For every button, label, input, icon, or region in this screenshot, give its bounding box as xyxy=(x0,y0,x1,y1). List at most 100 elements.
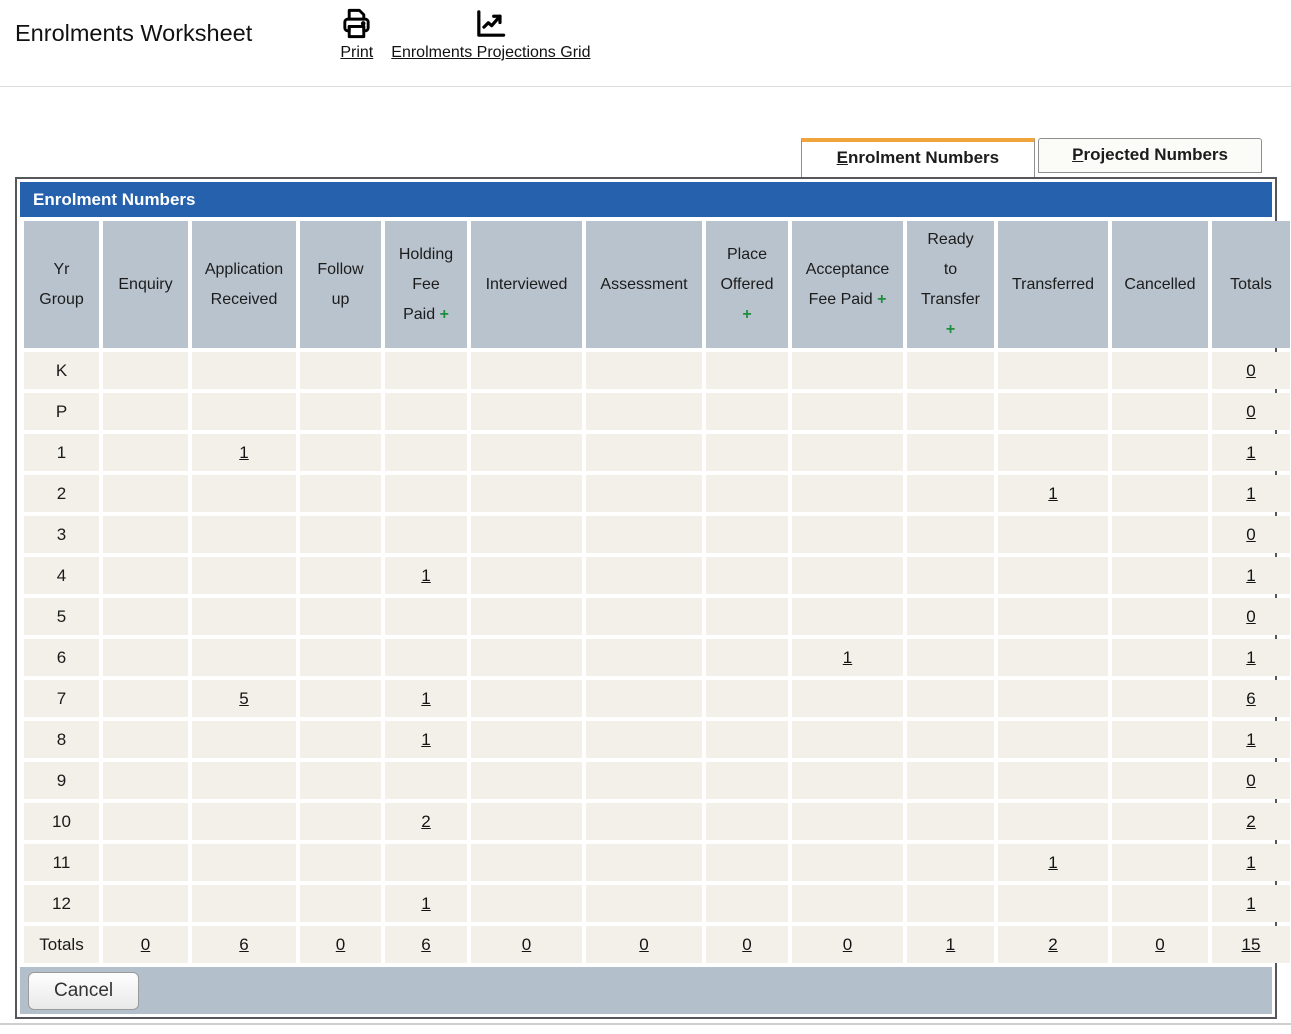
table-cell xyxy=(471,516,582,553)
cell-value-link[interactable]: 0 xyxy=(1155,934,1165,954)
total-cell: 1 xyxy=(1212,639,1290,676)
enrolments-projections-grid-button[interactable]: Enrolments Projections Grid xyxy=(391,0,590,62)
table-cell xyxy=(1112,803,1208,840)
table-cell xyxy=(907,680,994,717)
table-cell xyxy=(385,434,467,471)
cell-value-link[interactable]: 1 xyxy=(1246,442,1256,462)
expand-plus-icon[interactable]: + xyxy=(439,305,449,323)
cell-value-link[interactable]: 2 xyxy=(1048,934,1058,954)
expand-plus-icon[interactable]: + xyxy=(877,290,887,308)
table-cell xyxy=(586,680,702,717)
cell-value-link[interactable]: 1 xyxy=(239,442,249,462)
cell-value-link[interactable]: 1 xyxy=(421,729,431,749)
column-header: Acceptance Fee Paid + xyxy=(792,221,903,348)
tab-accesskey: E xyxy=(836,148,848,167)
table-cell xyxy=(907,803,994,840)
cell-value-link[interactable]: 1 xyxy=(1246,729,1256,749)
cell-value-link[interactable]: 1 xyxy=(1048,852,1058,872)
chart-icon xyxy=(473,6,508,41)
cell-value-link[interactable]: 1 xyxy=(1246,565,1256,585)
cancel-button[interactable]: Cancel xyxy=(28,971,140,1010)
table-cell xyxy=(998,803,1108,840)
expand-plus-icon[interactable]: + xyxy=(742,305,752,323)
row-label: 5 xyxy=(24,598,99,635)
row-label: Totals xyxy=(24,926,99,963)
cell-value-link[interactable]: 6 xyxy=(1246,688,1256,708)
table-cell xyxy=(300,516,381,553)
row-label: K xyxy=(24,352,99,389)
row-label: 10 xyxy=(24,803,99,840)
cell-value-link[interactable]: 0 xyxy=(1246,770,1256,790)
print-button[interactable]: Print xyxy=(339,0,374,62)
cell-value-link[interactable]: 2 xyxy=(1246,811,1256,831)
cell-value-link[interactable]: 0 xyxy=(842,934,853,954)
cell-value-link[interactable]: 0 xyxy=(521,934,532,954)
cell-value-link[interactable]: 0 xyxy=(335,934,346,954)
cell-value-link[interactable]: 0 xyxy=(1246,524,1256,544)
cell-value-link[interactable]: 1 xyxy=(421,893,431,913)
table-cell xyxy=(706,516,788,553)
table-cell xyxy=(103,680,188,717)
cell-value-link[interactable]: 1 xyxy=(421,565,431,585)
cell-value-link[interactable]: 0 xyxy=(742,934,752,954)
cell-value-link[interactable]: 0 xyxy=(140,934,151,954)
table-cell xyxy=(586,598,702,635)
table-cell xyxy=(103,352,188,389)
cell-value-link[interactable]: 1 xyxy=(945,934,956,954)
tab-accesskey: P xyxy=(1072,145,1084,164)
cell-value-link[interactable]: 15 xyxy=(1241,934,1261,954)
table-row: 2 1 1 xyxy=(24,475,1290,512)
cell-value-link[interactable]: 1 xyxy=(1246,647,1256,667)
projections-link-label: Enrolments Projections Grid xyxy=(391,44,591,61)
table-cell xyxy=(586,639,702,676)
total-cell: 1 xyxy=(1212,721,1290,758)
tab-enrolment-numbers[interactable]: Enrolment Numbers xyxy=(800,138,1036,177)
table-cell xyxy=(471,844,582,881)
table-cell xyxy=(998,516,1108,553)
table-cell xyxy=(998,639,1108,676)
cell-value-link[interactable]: 0 xyxy=(1246,360,1256,380)
cell-value-link[interactable]: 1 xyxy=(1246,483,1256,503)
table-cell: 0 xyxy=(586,926,702,963)
total-cell: 15 xyxy=(1212,926,1290,963)
cell-value-link[interactable]: 1 xyxy=(842,647,853,667)
table-cell xyxy=(103,803,188,840)
cell-value-link[interactable]: 6 xyxy=(421,934,431,954)
cell-value-link[interactable]: 2 xyxy=(421,811,431,831)
table-cell: 0 xyxy=(1112,926,1208,963)
cell-value-link[interactable]: 5 xyxy=(239,688,249,708)
table-cell xyxy=(300,803,381,840)
table-cell: 0 xyxy=(300,926,381,963)
table-cell xyxy=(192,557,296,594)
cell-value-link[interactable]: 0 xyxy=(1246,401,1256,421)
cell-value-link[interactable]: 1 xyxy=(1246,852,1256,872)
table-cell xyxy=(300,885,381,922)
table-cell xyxy=(103,475,188,512)
cell-value-link[interactable]: 1 xyxy=(1048,483,1058,503)
expand-plus-icon[interactable]: + xyxy=(945,320,956,338)
total-cell: 2 xyxy=(1212,803,1290,840)
table-cell xyxy=(192,844,296,881)
table-cell xyxy=(192,516,296,553)
table-cell xyxy=(586,393,702,430)
table-cell xyxy=(907,475,994,512)
column-header: Yr Group xyxy=(24,221,99,348)
enrolment-numbers-table: Yr Group Enquiry Application Received Follow u… xyxy=(20,217,1291,967)
table-cell xyxy=(998,434,1108,471)
panel-footer: Cancel xyxy=(20,967,1272,1014)
cell-value-link[interactable]: 1 xyxy=(421,688,431,708)
row-label: 1 xyxy=(24,434,99,471)
tab-projected-numbers[interactable]: Projected Numbers xyxy=(1038,138,1262,173)
table-cell xyxy=(1112,516,1208,553)
table-cell: 1 xyxy=(385,680,467,717)
cell-value-link[interactable]: 0 xyxy=(1246,606,1256,626)
row-label: P xyxy=(24,393,99,430)
table-cell xyxy=(103,721,188,758)
table-cell xyxy=(385,844,467,881)
table-cell xyxy=(586,434,702,471)
table-cell xyxy=(792,393,903,430)
table-cell xyxy=(300,844,381,881)
cell-value-link[interactable]: 1 xyxy=(1246,893,1256,913)
cell-value-link[interactable]: 6 xyxy=(239,934,249,954)
cell-value-link[interactable]: 0 xyxy=(639,934,649,954)
